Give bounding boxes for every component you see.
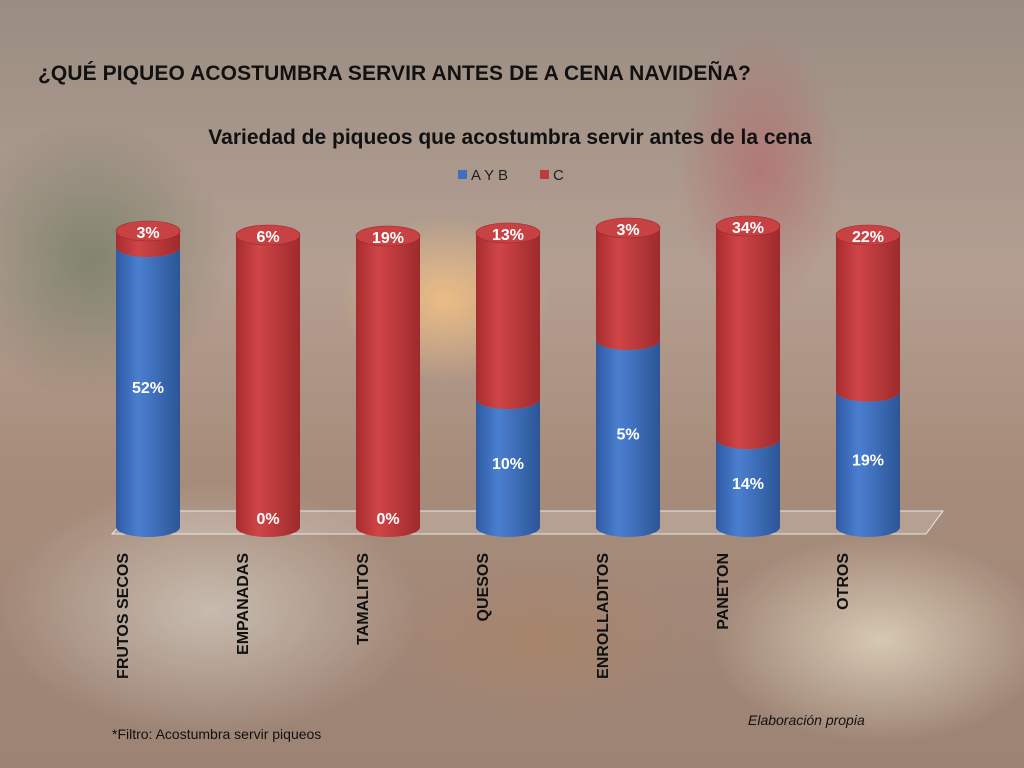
bar-segment-ayb-enrolladitos xyxy=(596,340,660,537)
value-label-c-enrolladitos: 3% xyxy=(616,222,639,239)
category-labels-group: FRUTOS SECOS EMPANADAS TAMALITOS QUESOS ENRO… xyxy=(115,553,852,679)
bar-quesos xyxy=(475,222,541,537)
bar-segment-c-paneton xyxy=(716,226,780,450)
bar-segment-c-otros xyxy=(836,235,900,402)
bar-empanadas xyxy=(235,224,301,537)
bar-segment-c-enrolladitos xyxy=(596,228,660,351)
category-label-quesos: QUESOS xyxy=(475,553,492,622)
bar-segment-ayb-quesos xyxy=(476,399,540,537)
bar-cap-quesos xyxy=(475,222,541,244)
bar-segment-ayb-otros xyxy=(836,391,900,537)
bars-group xyxy=(115,215,901,538)
value-label-c-frutos-secos: 3% xyxy=(136,225,159,242)
bar-cap-empanadas xyxy=(235,224,301,246)
chart-title: Variedad de piqueos que acostumbra servi… xyxy=(208,126,812,149)
value-label-c-tamalitos: 19% xyxy=(372,230,404,247)
category-label-enrolladitos: ENROLLADITOS xyxy=(595,553,612,679)
value-label-ayb-otros: 19% xyxy=(852,452,884,469)
slide-heading: ¿QUÉ PIQUEO ACOSTUMBRA SERVIR ANTES DE A… xyxy=(38,62,751,85)
bar-segment-c-empanadas xyxy=(236,235,300,537)
bar-segment-ayb-paneton xyxy=(716,439,780,537)
value-label-c-paneton: 34% xyxy=(732,220,764,237)
category-label-empanadas: EMPANADAS xyxy=(235,553,252,655)
category-label-otros: OTROS xyxy=(835,553,852,610)
value-label-ayb-frutos-secos: 52% xyxy=(132,380,164,397)
value-label-ayb-empanadas: 0% xyxy=(256,511,279,528)
bar-cap-frutos-secos xyxy=(115,220,181,242)
bar-paneton xyxy=(715,215,781,537)
source-credit: Elaboración propia xyxy=(748,712,865,728)
value-label-c-empanadas: 6% xyxy=(256,229,279,246)
bar-enrolladitos xyxy=(595,217,661,537)
value-label-c-otros: 22% xyxy=(852,229,884,246)
bar-segment-c-quesos xyxy=(476,233,540,410)
value-label-ayb-enrolladitos: 5% xyxy=(616,427,639,444)
legend-swatch-a-y-b xyxy=(458,170,467,179)
legend-label-c: C xyxy=(553,167,564,184)
value-label-ayb-quesos: 10% xyxy=(492,456,524,473)
bar-frutos-secos xyxy=(115,220,181,538)
legend-label-a-y-b: A Y B xyxy=(471,167,508,184)
bar-otros xyxy=(835,224,901,537)
bar-cap-paneton xyxy=(715,215,781,237)
bar-tamalitos xyxy=(355,225,421,537)
category-label-paneton: PANETON xyxy=(715,553,732,630)
filter-footnote: *Filtro: Acostumbra servir piqueos xyxy=(112,726,322,742)
bar-segment-ayb-frutos-secos xyxy=(116,247,180,538)
bar-cap-otros xyxy=(835,224,901,246)
value-label-c-quesos: 13% xyxy=(492,227,524,244)
category-label-tamalitos: TAMALITOS xyxy=(355,553,372,645)
value-labels-group: 3% 52% 6% 0% 19% 0% 13% 10% 3% 5% 34% 14% 22% 19% xyxy=(132,220,884,528)
legend-swatch-c xyxy=(540,170,549,179)
bar-cap-tamalitos xyxy=(355,225,421,247)
value-label-ayb-tamalitos: 0% xyxy=(376,511,399,528)
value-label-ayb-paneton: 14% xyxy=(732,476,764,493)
bar-cap-enrolladitos xyxy=(595,217,661,239)
category-label-frutos-secos: FRUTOS SECOS xyxy=(115,553,132,679)
bar-segment-c-tamalitos xyxy=(356,236,420,537)
